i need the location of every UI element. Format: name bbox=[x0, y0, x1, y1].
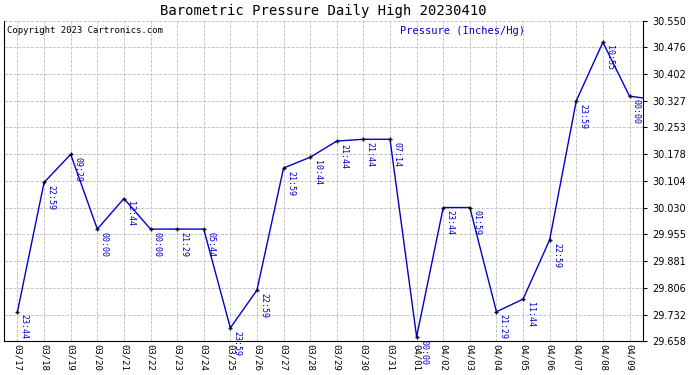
Point bbox=[172, 226, 183, 232]
Point bbox=[251, 287, 262, 293]
Text: 12:44: 12:44 bbox=[126, 201, 135, 226]
Point bbox=[225, 325, 236, 331]
Point bbox=[278, 165, 289, 171]
Point bbox=[624, 93, 635, 99]
Text: 23:44: 23:44 bbox=[446, 210, 455, 236]
Text: 09:29: 09:29 bbox=[73, 157, 82, 182]
Point bbox=[411, 334, 422, 340]
Title: Barometric Pressure Daily High 20230410: Barometric Pressure Daily High 20230410 bbox=[160, 4, 487, 18]
Point bbox=[65, 152, 76, 157]
Point bbox=[92, 226, 103, 232]
Point bbox=[331, 138, 342, 144]
Text: 00:00: 00:00 bbox=[419, 340, 428, 364]
Point bbox=[384, 136, 395, 142]
Point bbox=[145, 226, 156, 232]
Text: 21:29: 21:29 bbox=[179, 232, 188, 257]
Point bbox=[119, 195, 130, 201]
Text: 21:44: 21:44 bbox=[366, 142, 375, 167]
Text: 23:59: 23:59 bbox=[233, 331, 241, 356]
Text: 21:44: 21:44 bbox=[339, 144, 348, 169]
Text: 10:44: 10:44 bbox=[313, 160, 322, 185]
Point bbox=[464, 204, 475, 210]
Text: 00:00: 00:00 bbox=[632, 99, 641, 124]
Point bbox=[305, 154, 316, 160]
Point bbox=[518, 296, 529, 302]
Point bbox=[651, 97, 662, 103]
Text: 10:55: 10:55 bbox=[605, 45, 614, 70]
Text: 11:44: 11:44 bbox=[526, 302, 535, 327]
Point bbox=[598, 39, 609, 45]
Text: Copyright 2023 Cartronics.com: Copyright 2023 Cartronics.com bbox=[8, 26, 164, 34]
Text: 21:59: 21:59 bbox=[286, 171, 295, 196]
Text: 07:14: 07:14 bbox=[393, 142, 402, 167]
Point bbox=[39, 179, 50, 185]
Point bbox=[491, 309, 502, 315]
Text: 08:14: 08:14 bbox=[0, 374, 1, 375]
Text: 00:00: 00:00 bbox=[100, 232, 109, 257]
Point bbox=[12, 309, 23, 315]
Point bbox=[571, 98, 582, 104]
Text: 22:59: 22:59 bbox=[552, 243, 561, 268]
Text: 23:44: 23:44 bbox=[20, 315, 29, 339]
Text: 22:59: 22:59 bbox=[259, 293, 268, 318]
Text: 05:44: 05:44 bbox=[206, 232, 215, 257]
Point bbox=[358, 136, 369, 142]
Text: 00:00: 00:00 bbox=[153, 232, 162, 257]
Text: 22:59: 22:59 bbox=[46, 185, 55, 210]
Point bbox=[437, 204, 448, 210]
Text: 21:29: 21:29 bbox=[499, 315, 508, 339]
Text: 01:59: 01:59 bbox=[472, 210, 482, 236]
Point bbox=[198, 226, 209, 232]
Text: Pressure (Inches/Hg): Pressure (Inches/Hg) bbox=[400, 26, 525, 36]
Point bbox=[544, 237, 555, 243]
Text: 23:59: 23:59 bbox=[579, 104, 588, 129]
